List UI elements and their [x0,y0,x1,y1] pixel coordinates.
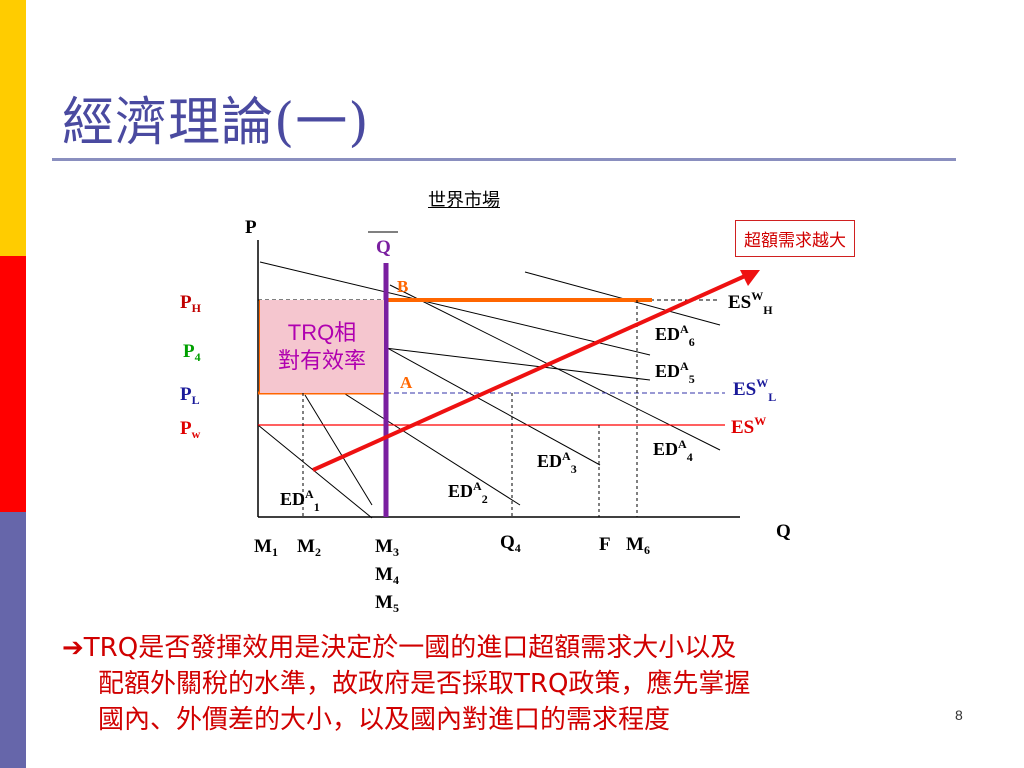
price-p4-label: P4 [183,341,201,364]
excess-demand-callout: 超額需求越大 [735,220,855,257]
m6-label: M6 [626,534,650,557]
price-ph-label: PH [180,292,202,315]
demand-line-ed1 [257,424,373,519]
m5-label: M5 [375,592,399,615]
world-market-label: 世界市場 [428,190,500,211]
m1-label: M1 [254,536,278,559]
axis-p-label: P [245,217,257,238]
esw-l-label: ESWL [733,376,776,404]
price-pl-label: PL [180,384,200,407]
arrow-icon: ➔ [62,633,84,663]
slide-number: 8 [955,707,963,723]
q4-label: Q4 [500,532,521,555]
arrowhead-icon [740,270,760,286]
m3-label: M3 [375,536,399,559]
trq-efficiency-box: TRQ相 對有效率 [260,300,384,393]
ed4-label: EDA4 [653,437,693,464]
point-b-label: B [397,277,408,296]
title-divider [52,158,956,161]
m2-label: M2 [297,536,321,559]
esw-label: ESW [731,414,766,438]
ed3-label: EDA3 [537,449,577,476]
trq-box-line1: TRQ相 [287,319,357,345]
point-a-label: A [400,373,413,392]
demand-line-ed6 [259,261,651,356]
left-strip-red [0,256,26,512]
bottom-text: ➔TRQ是否發揮效用是決定於一國的進口超額需求大小以及 配額外關稅的水準，故政府… [62,630,967,738]
bottom-text-line2: 配額外關稅的水準，故政府是否採取TRQ政策，應先掌握 [98,669,751,699]
bottom-line1-text: TRQ是否發揮效用是決定於一國的進口超額需求大小以及 [83,633,737,663]
left-strip-blue [0,512,26,768]
excess-demand-arrow [312,274,746,472]
demand-line-ed5 [384,347,651,381]
bottom-text-line1: ➔TRQ是否發揮效用是決定於一國的進口超額需求大小以及 [62,630,967,666]
f-label: F [599,534,611,555]
price-pw-label: Pw [180,418,201,441]
quota-q-label: Q [376,237,391,258]
ed2-label: EDA2 [448,479,488,506]
trq-box-line2: 對有效率 [277,347,366,373]
bottom-text-line3: 國內、外價差的大小，以及國內對進口的需求程度 [98,705,671,735]
m4-label: M4 [375,564,399,587]
slide-title: 經濟理論(一) [62,93,370,153]
axis-q-label: Q [776,521,791,542]
ed5-label: EDA5 [655,359,695,386]
demand-line-ed4 [389,284,721,451]
ed1-label: EDA1 [280,487,320,514]
esw-h-label: ESWH [728,289,773,317]
left-strip-yellow [0,0,26,256]
demand-line-ed2-left [304,394,373,506]
ed6-label: EDA6 [655,322,695,349]
